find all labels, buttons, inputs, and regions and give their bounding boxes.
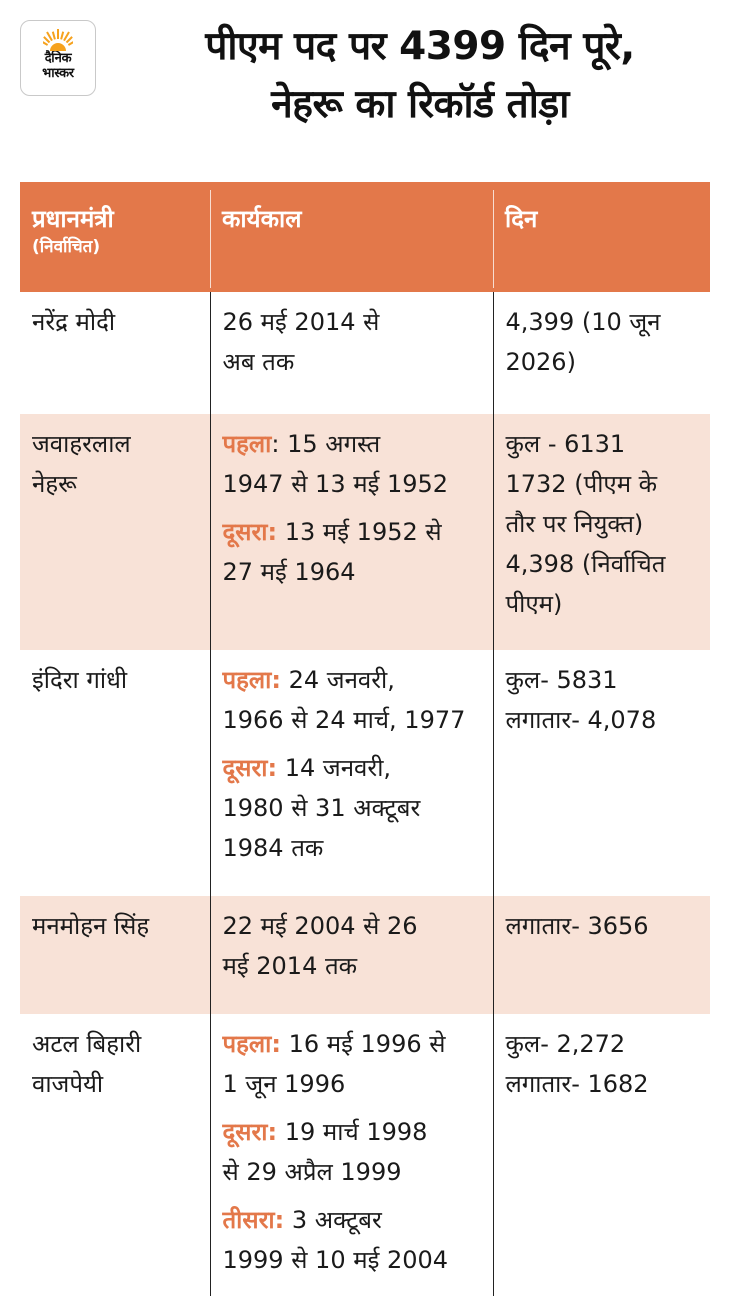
table-row: अटल बिहारी वाजपेयी पहला: 16 मई 1996 से 1 जू… bbox=[20, 1014, 710, 1296]
tenure-line: 1984 तक bbox=[222, 834, 324, 862]
days-cell: 4,399 (10 जून 2026) bbox=[492, 292, 710, 414]
tenure-line: मई 2014 तक bbox=[222, 952, 358, 980]
table-row: इंदिरा गांधी पहला: 24 जनवरी, 1966 से 24 मा… bbox=[20, 650, 710, 896]
header-pm-sub: (निर्वाचित) bbox=[32, 237, 101, 257]
pm-name-cell: जवाहरलाल नेहरू bbox=[20, 414, 210, 650]
table-row: नरेंद्र मोदी 26 मई 2014 से अब तक 4,399 (10 … bbox=[20, 292, 710, 414]
term-label: दूसरा: bbox=[222, 754, 278, 782]
pm-name-line: नेहरू bbox=[32, 470, 77, 498]
days-line: लगातार- 3656 bbox=[505, 912, 649, 940]
days-cell: कुल- 2,272 लगातार- 1682 bbox=[492, 1014, 710, 1296]
days-cell: कुल- 5831 लगातार- 4,078 bbox=[492, 650, 710, 896]
tenure-term: पहला: 15 अगस्त 1947 से 13 मई 1952 bbox=[223, 424, 485, 504]
tenure-cell: पहला: 16 मई 1996 से 1 जून 1996 दूसरा: 19 म… bbox=[209, 1014, 493, 1296]
tenure-line: से 29 अप्रैल 1999 bbox=[222, 1158, 402, 1186]
days-cell: कुल - 6131 1732 (पीएम के तौर पर नियुक्त) 4,… bbox=[492, 414, 710, 650]
tenure-line: 1947 से 13 मई 1952 bbox=[222, 470, 449, 498]
tenure-line: 1966 से 24 मार्च, 1977 bbox=[222, 706, 466, 734]
days-cell: लगातार- 3656 bbox=[492, 896, 710, 1014]
tenure-term: दूसरा: 14 जनवरी, 1980 से 31 अक्टूबर 1984 त… bbox=[223, 748, 485, 868]
days-line: कुल- 5831 bbox=[505, 666, 618, 694]
tenure-line: पहला: 24 जनवरी, bbox=[222, 666, 395, 694]
days-line: पीएम) bbox=[505, 590, 563, 618]
tenure-term: दूसरा: 13 मई 1952 से 27 मई 1964 bbox=[223, 512, 485, 592]
term-label: पहला: bbox=[222, 666, 281, 694]
headline-line-2: नेहरू का रिकॉर्ड तोड़ा bbox=[271, 82, 569, 127]
pm-name-line: अटल बिहारी bbox=[32, 1030, 142, 1058]
tenure-line: 26 मई 2014 से bbox=[222, 308, 380, 336]
tenure-term: पहला: 16 मई 1996 से 1 जून 1996 bbox=[223, 1024, 485, 1104]
term-label: पहला bbox=[222, 430, 272, 458]
table-header-row: प्रधानमंत्री (निर्वाचित) कार्यकाल दिन bbox=[20, 182, 710, 292]
tenure-line: 1999 से 10 मई 2004 bbox=[222, 1246, 449, 1274]
term-label: पहला: bbox=[222, 1030, 281, 1058]
days-line: कुल - 6131 bbox=[505, 430, 626, 458]
page-header: दैनिक भास्कर पीएम पद पर 4399 दिन पूरे, न… bbox=[0, 0, 730, 182]
tenure-term: तीसरा: 3 अक्टूबर 1999 से 10 मई 2004 bbox=[223, 1200, 485, 1280]
table-body: नरेंद्र मोदी 26 मई 2014 से अब तक 4,399 (10 … bbox=[20, 292, 710, 1296]
tenure-term: 26 मई 2014 से अब तक bbox=[223, 302, 485, 382]
logo-line-2: भास्कर bbox=[42, 66, 74, 81]
days-line: तौर पर नियुक्त) bbox=[505, 510, 644, 538]
tenure-cell: पहला: 24 जनवरी, 1966 से 24 मार्च, 1977 दूस… bbox=[209, 650, 493, 896]
tenure-cell: 26 मई 2014 से अब तक bbox=[209, 292, 493, 414]
tenure-term: पहला: 24 जनवरी, 1966 से 24 मार्च, 1977 bbox=[223, 660, 485, 740]
tenure-term: 22 मई 2004 से 26 मई 2014 तक bbox=[223, 906, 485, 986]
days-line: लगातार- 1682 bbox=[505, 1070, 649, 1098]
tenure-line: दूसरा: 13 मई 1952 से bbox=[222, 518, 442, 546]
pm-name-cell: अटल बिहारी वाजपेयी bbox=[20, 1014, 210, 1296]
header-pm: प्रधानमंत्री (निर्वाचित) bbox=[20, 182, 210, 292]
table-row: मनमोहन सिंह 22 मई 2004 से 26 मई 2014 तक लगा… bbox=[20, 896, 710, 1014]
tenure-line: दूसरा: 14 जनवरी, bbox=[222, 754, 392, 782]
pm-name-cell: मनमोहन सिंह bbox=[20, 896, 210, 1014]
tenure-cell: पहला: 15 अगस्त 1947 से 13 मई 1952 दूसरा: 1… bbox=[209, 414, 493, 650]
headline-line-1: पीएम पद पर 4399 दिन पूरे, bbox=[205, 24, 635, 69]
tenure-line: 1980 से 31 अक्टूबर bbox=[222, 794, 421, 822]
pm-name-line: वाजपेयी bbox=[32, 1070, 104, 1098]
days-line: 4,399 (10 जून bbox=[505, 308, 661, 336]
term-label: दूसरा: bbox=[222, 1118, 278, 1146]
pm-name-line: जवाहरलाल bbox=[32, 430, 131, 458]
logo-line-1: दैनिक bbox=[44, 51, 72, 66]
pm-tenure-table: प्रधानमंत्री (निर्वाचित) कार्यकाल दिन नर… bbox=[20, 182, 710, 1296]
tenure-line: 22 मई 2004 से 26 bbox=[222, 912, 418, 940]
tenure-line: दूसरा: 19 मार्च 1998 bbox=[222, 1118, 428, 1146]
term-separator: : bbox=[271, 430, 280, 458]
header-pm-label: प्रधानमंत्री bbox=[32, 205, 114, 233]
tenure-term: दूसरा: 19 मार्च 1998 से 29 अप्रैल 1999 bbox=[223, 1112, 485, 1192]
tenure-line: पहला: 16 मई 1996 से bbox=[222, 1030, 446, 1058]
tenure-line: अब तक bbox=[222, 348, 295, 376]
dainik-bhaskar-logo: दैनिक भास्कर bbox=[20, 20, 96, 96]
table-row: जवाहरलाल नेहरू पहला: 15 अगस्त 1947 से 13 मई… bbox=[20, 414, 710, 650]
term-label: दूसरा: bbox=[222, 518, 278, 546]
days-line: 2026) bbox=[505, 348, 576, 376]
days-line: कुल- 2,272 bbox=[505, 1030, 626, 1058]
pm-name-cell: नरेंद्र मोदी bbox=[32, 308, 116, 336]
tenure-line: 1 जून 1996 bbox=[222, 1070, 346, 1098]
days-line: 4,398 (निर्वाचित bbox=[505, 550, 666, 578]
sun-icon bbox=[43, 29, 73, 51]
days-line: लगातार- 4,078 bbox=[505, 706, 657, 734]
pm-name-cell: इंदिरा गांधी bbox=[32, 666, 128, 694]
term-label: तीसरा: bbox=[222, 1206, 285, 1234]
tenure-line: पहला: 15 अगस्त bbox=[222, 430, 381, 458]
tenure-line: 27 मई 1964 bbox=[222, 558, 356, 586]
header-days: दिन bbox=[493, 182, 710, 292]
days-line: 1732 (पीएम के bbox=[505, 470, 658, 498]
headline: पीएम पद पर 4399 दिन पूरे, नेहरू का रिकॉर… bbox=[130, 18, 710, 134]
tenure-line: तीसरा: 3 अक्टूबर bbox=[222, 1206, 382, 1234]
header-tenure: कार्यकाल bbox=[210, 182, 493, 292]
tenure-cell: 22 मई 2004 से 26 मई 2014 तक bbox=[209, 896, 493, 1014]
